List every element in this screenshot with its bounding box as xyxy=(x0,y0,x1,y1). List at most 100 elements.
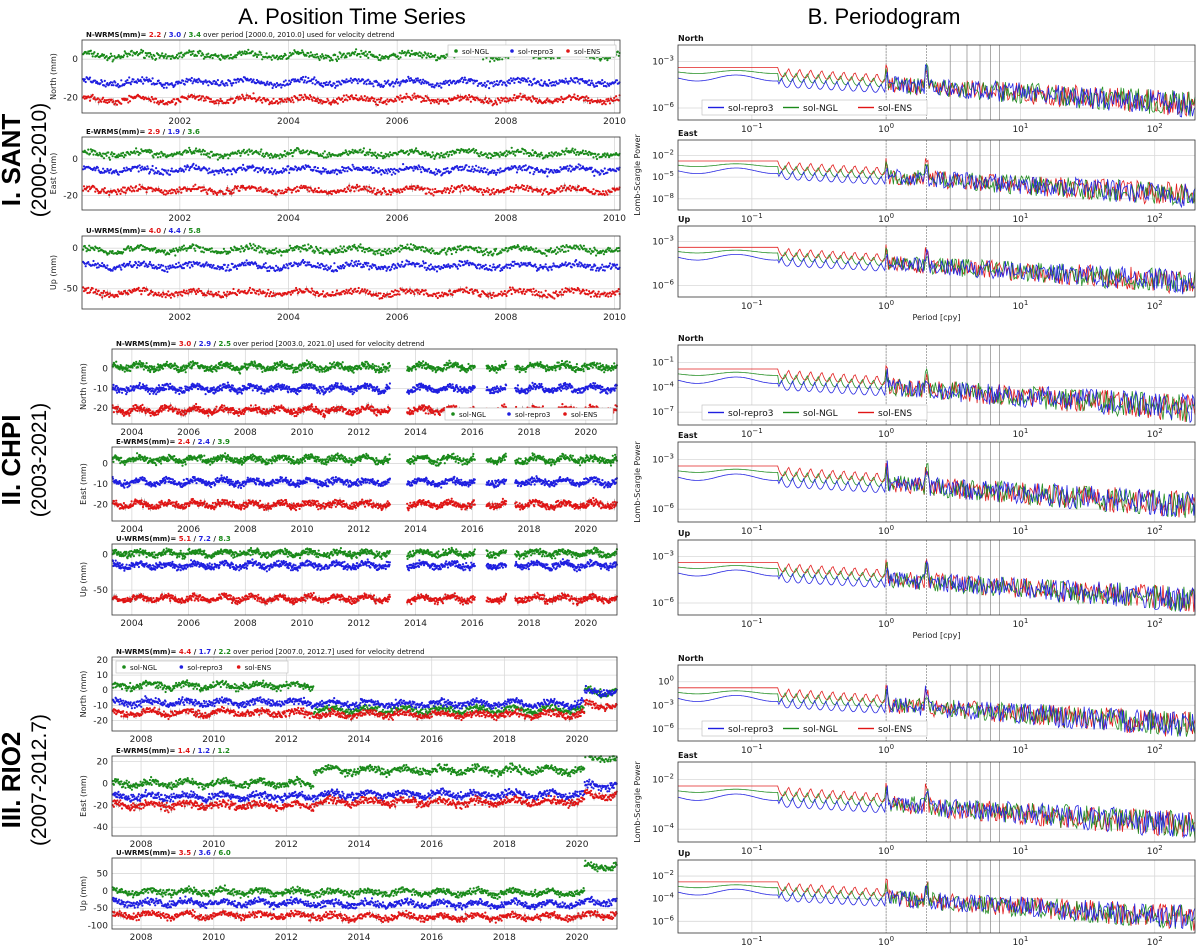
series-sol-repro3 xyxy=(111,684,618,711)
x-tick-label: 10−1 xyxy=(741,212,763,225)
series-sol-ENS xyxy=(82,285,621,301)
x-tick-label: 2004 xyxy=(277,214,300,224)
x-tick-label: 2008 xyxy=(234,428,257,438)
ts-panel-rio2-e: 2008 2010 2012 2014 2016 2018 2020200-20-40Eas… xyxy=(79,747,618,850)
ts-panel-chpi-e: 2004 2006 2008 2010 2012 2014 2016 2018 2020 0 -10… xyxy=(79,438,619,535)
x-tick-label: 2004 xyxy=(277,313,300,323)
x-tick-label: 2016 xyxy=(461,525,484,535)
section-station-name: II. CHPI xyxy=(0,414,26,505)
x-tick-label: 2018 xyxy=(518,619,541,629)
plot-frame xyxy=(677,859,1196,934)
x-tick-label: 2006 xyxy=(177,619,200,629)
series-sol-NGL xyxy=(111,546,619,561)
y-tick-label: 0 xyxy=(102,365,108,375)
panel-title: North xyxy=(678,34,704,43)
y-tick-label: 10−4 xyxy=(652,892,674,905)
series-sol-NGL xyxy=(111,359,619,375)
y-tick-label: 20 xyxy=(97,656,109,666)
legend-label: sol-repro3 xyxy=(187,664,222,672)
wrms-title: E-WRMS(mm)= 2.4 / 2.4 / 3.9 xyxy=(116,438,230,446)
section-label: III. RIO2 (2007-2012.7) xyxy=(0,714,51,846)
x-tick-label: 2010 xyxy=(603,214,626,224)
plot-frame xyxy=(111,656,618,732)
x-tick-label: 101 xyxy=(1012,844,1028,857)
plot-frame xyxy=(111,755,618,837)
ts-panel-chpi-n: 2004 2006 2008 2010 2012 2014 2016 2018 2020 0 -10… xyxy=(79,340,619,438)
x-tick-label: 2018 xyxy=(518,525,541,535)
legend-marker xyxy=(510,49,514,53)
y-tick-label: 10−3 xyxy=(652,453,674,466)
x-tick-label: 2008 xyxy=(130,735,153,745)
x-tick-label: 2018 xyxy=(493,735,516,745)
y-tick-label: 20 xyxy=(97,757,109,767)
series-sol-ENS xyxy=(111,590,619,608)
pg-panel-sant-east: 10−2 10−5 10−8 10−1 100 101 102 East Lomb-Scargl… xyxy=(633,129,1196,225)
section-years: (2003-2021) xyxy=(28,403,51,517)
spectrum-sol-NGL xyxy=(677,786,1196,840)
legend-marker xyxy=(236,665,241,669)
x-tick-label: 10−1 xyxy=(741,844,763,857)
x-tick-label: 101 xyxy=(1012,212,1028,225)
x-tick-label: 2014 xyxy=(348,735,371,745)
y-tick-label: 0 xyxy=(102,551,108,561)
plot-area xyxy=(112,544,617,615)
y-tick-label: 10−3 xyxy=(652,698,674,711)
x-tick-label: 100 xyxy=(878,212,894,225)
legend-marker xyxy=(451,412,455,416)
series-sol-repro3 xyxy=(111,474,619,490)
y-tick-label: 0 xyxy=(102,887,108,897)
x-tick-label: 100 xyxy=(878,299,894,312)
y-tick-label: -50 xyxy=(93,586,108,596)
series-sol-NGL xyxy=(111,755,618,791)
series-sol-NGL xyxy=(82,48,621,63)
x-tick-label: 10−1 xyxy=(741,935,763,945)
y-tick-label: 10−6 xyxy=(652,722,674,735)
y-tick-label: -50 xyxy=(93,904,108,914)
x-tick-label: 100 xyxy=(878,743,894,756)
ts-panel-rio2-n: 2008 2010 2012 2014 2016 2018 202020100-10-20N… xyxy=(79,648,618,745)
y-axis-label: Lomb-Scargle Power xyxy=(633,761,642,843)
y-tick-label: 10 xyxy=(97,671,109,681)
x-tick-label: 2018 xyxy=(493,933,516,943)
ts-panel-sant-e: 2002 2004 2006 2008 2010 0 -20 East (mm) E-WRMS(… xyxy=(49,128,626,224)
y-tick-label: 10−2 xyxy=(652,869,674,882)
legend-label: sol-repro3 xyxy=(728,104,773,114)
legend-label: sol-NGL xyxy=(130,664,157,672)
legend-label: sol-NGL xyxy=(803,725,838,735)
legend-label: sol-NGL xyxy=(462,48,489,56)
x-tick-label: 2012 xyxy=(347,619,370,629)
x-tick-label: 100 xyxy=(878,524,894,537)
y-tick-label: 10−6 xyxy=(652,596,674,609)
x-tick-label: 100 xyxy=(878,844,894,857)
x-tick-label: 2010 xyxy=(603,313,626,323)
series-sol-repro3 xyxy=(82,162,621,178)
series-sol-repro3 xyxy=(111,895,618,911)
y-tick-label: 0 xyxy=(72,55,78,65)
x-tick-label: 2004 xyxy=(120,428,143,438)
plot-frame xyxy=(677,441,1196,523)
x-tick-label: 2012 xyxy=(275,840,298,850)
y-tick-label: -20 xyxy=(93,716,108,726)
x-tick-label: 2018 xyxy=(493,840,516,850)
x-tick-label: 101 xyxy=(1012,299,1028,312)
legend-label: sol-NGL xyxy=(459,411,486,419)
header-right: B. Periodogram xyxy=(808,4,961,29)
spectrum-sol-repro3 xyxy=(677,165,1196,209)
y-tick-label: -10 xyxy=(93,480,108,490)
y-tick-label: -40 xyxy=(93,823,108,833)
series-sol-repro3 xyxy=(82,75,621,90)
x-tick-label: 2010 xyxy=(202,840,225,850)
spectrum-sol-repro3 xyxy=(677,248,1196,295)
ts-panel-sant-n: 2002 2004 2006 2008 2010 0 -20 North (mm) N-WRMS… xyxy=(49,31,626,127)
legend: sol-repro3 sol-NGL sol-ENS xyxy=(701,404,928,421)
y-tick-label: 0 xyxy=(102,779,108,789)
legend-label: sol-ENS xyxy=(571,411,598,419)
x-tick-label: 101 xyxy=(1012,427,1028,440)
plot-frame xyxy=(677,539,1196,616)
y-axis-label: Lomb-Scargle Power xyxy=(633,134,642,216)
y-axis-label: Up (mm) xyxy=(79,876,88,911)
spectrum-sol-ENS xyxy=(678,64,1196,117)
legend: sol-NGL sol-repro3 sol-ENS xyxy=(115,660,289,674)
